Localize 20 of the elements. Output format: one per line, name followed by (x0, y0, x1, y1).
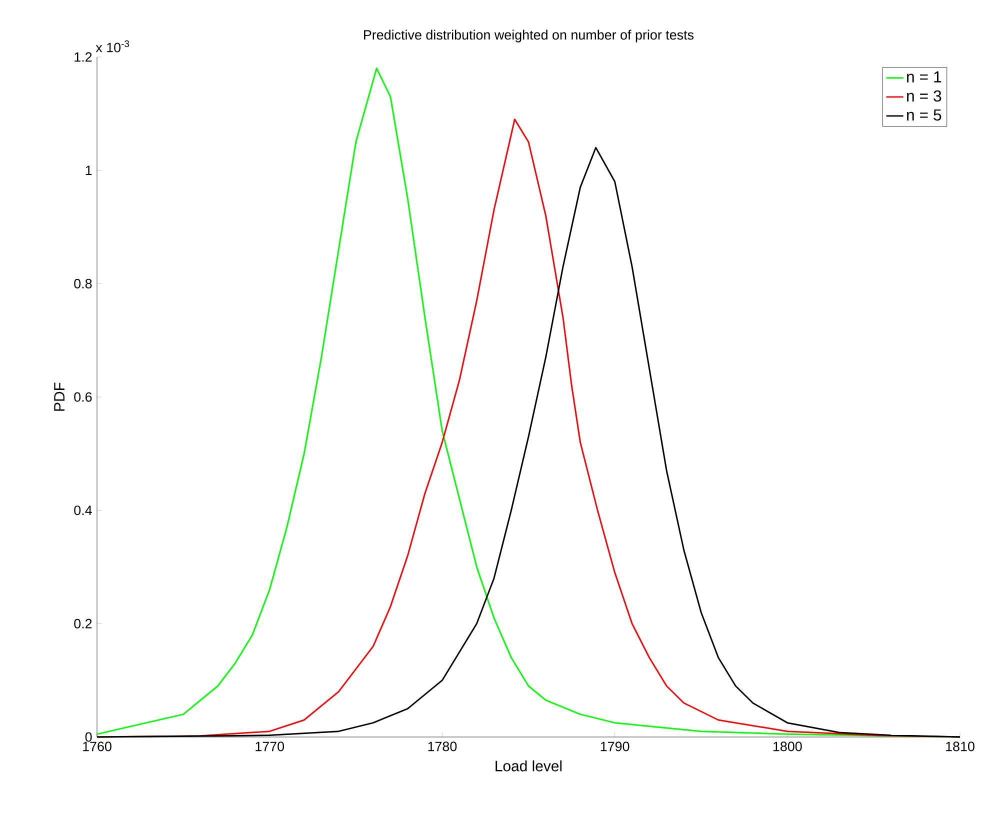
text: x 10$^{-3}$ (96, 40, 130, 52)
y-tick-label: 1 (86, 166, 92, 175)
y-tick-label: 0.2 (74, 618, 92, 628)
x-tick-label: 1800 (773, 742, 802, 752)
x-tick-label: 1770 (256, 742, 284, 752)
chart-title: Predictive distribution weighted on number of prior tests (364, 30, 694, 42)
x-axis-title: Load level (496, 760, 562, 772)
legend-label: n = 5 (907, 109, 942, 121)
legend-label: n = 3 (907, 90, 942, 102)
x-tick-label: 1810 (946, 742, 974, 752)
x-tick-label: 1780 (428, 742, 457, 752)
legend-label: n = 1 (907, 71, 942, 82)
y-tick-label: 1.2 (74, 52, 92, 62)
y-axis-title: PDF (54, 382, 64, 411)
y-tick-label: 0 (85, 732, 92, 742)
x-tick-label: 1790 (600, 742, 630, 752)
x-tick-label: 1760 (83, 742, 112, 752)
y-tick-label: 0.4 (74, 506, 92, 516)
y-tick-label: 0.6 (74, 392, 92, 402)
y-tick-label: 0.8 (74, 278, 92, 288)
